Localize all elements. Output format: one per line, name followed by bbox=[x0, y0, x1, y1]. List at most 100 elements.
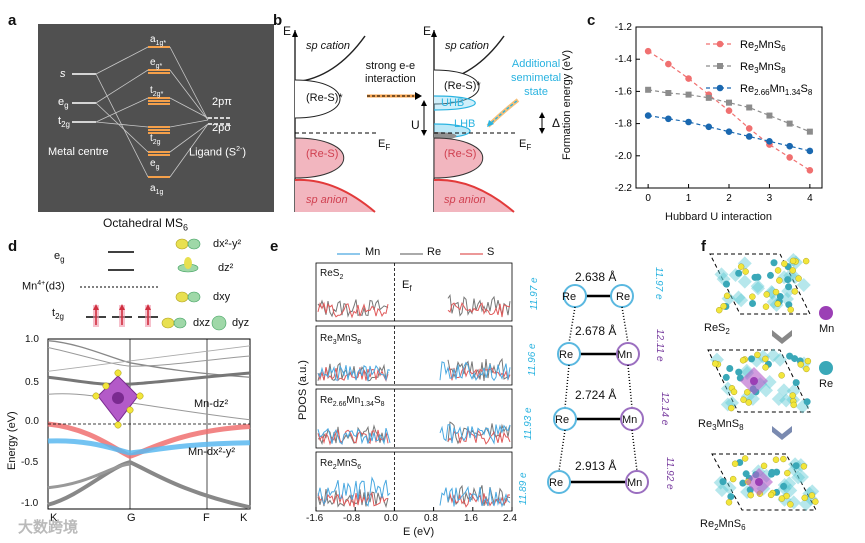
res6-octahedron bbox=[731, 290, 746, 305]
chart-c-ytick-label: -1.8 bbox=[615, 119, 633, 130]
s-atom-icon bbox=[102, 382, 110, 390]
pdos-mn-valence bbox=[317, 364, 391, 382]
re-atom bbox=[742, 470, 750, 478]
re-atom bbox=[722, 280, 730, 288]
uhb-label: UHB bbox=[441, 97, 465, 109]
re-atom bbox=[739, 479, 747, 487]
pdos-s-valence bbox=[317, 367, 389, 382]
compound-res2: ReS2 bbox=[320, 268, 344, 281]
re-atom bbox=[792, 462, 800, 470]
antibonding-band bbox=[433, 69, 480, 105]
data-point-Re3MnS8 bbox=[766, 112, 773, 119]
structure-label-res2: ReS2 bbox=[704, 322, 730, 337]
data-point-Re3MnS8 bbox=[746, 104, 753, 111]
pdos-s-conduction bbox=[447, 429, 511, 445]
s-atom bbox=[790, 401, 797, 409]
atom-right-4: Mn bbox=[627, 477, 643, 489]
chart-c-xtick-label: 4 bbox=[807, 193, 813, 204]
orbital-dyz-label: dyz bbox=[232, 317, 250, 329]
re-atom bbox=[766, 271, 774, 279]
ladder-dotted-line bbox=[631, 429, 638, 472]
ladder-dotted-line bbox=[627, 364, 633, 409]
mo-level-bar bbox=[148, 100, 170, 102]
res6-octahedron bbox=[751, 281, 766, 296]
mo-level-bar bbox=[148, 97, 170, 99]
sp-anion-fill bbox=[295, 179, 375, 212]
data-point-Re3MnS8 bbox=[786, 120, 793, 127]
chart-c-xtick-label: 3 bbox=[767, 193, 773, 204]
atom-right-2: Mn bbox=[617, 349, 633, 361]
res6-octahedron bbox=[791, 470, 806, 485]
level-2ppi-label: 2pπ bbox=[212, 96, 232, 108]
uhb-band bbox=[433, 95, 476, 111]
s-atom bbox=[789, 267, 796, 274]
data-point-Re2MnS6 bbox=[786, 154, 793, 161]
data-point-Re2.66Mn1.34S8 bbox=[766, 138, 773, 145]
structure-label-re2mns6: Re2MnS6 bbox=[700, 518, 746, 533]
pdos-mn-conduction bbox=[439, 361, 511, 382]
energy-axis-label-1: E bbox=[283, 24, 292, 38]
panel-e-label: e bbox=[270, 238, 279, 255]
s-atom bbox=[723, 292, 731, 300]
lhb-label: LHB bbox=[454, 118, 476, 130]
correlation-line bbox=[95, 69, 149, 104]
atom-right-1: Re bbox=[616, 291, 631, 303]
s-atom bbox=[729, 475, 737, 483]
s-atom bbox=[781, 260, 788, 267]
mo-level-bar bbox=[148, 132, 170, 134]
s-atom bbox=[762, 364, 769, 371]
res6-octahedron bbox=[779, 393, 794, 408]
s-atom-icon bbox=[114, 369, 122, 377]
xtick-e-6: 2.4 bbox=[503, 513, 517, 524]
ladder-dotted-line bbox=[568, 306, 576, 344]
s-atom bbox=[797, 361, 804, 368]
res6-octahedron bbox=[750, 279, 765, 294]
s-atom bbox=[800, 463, 808, 470]
sp-cation-label-2: sp cation bbox=[445, 40, 490, 52]
mn-d3-label: Mn4+(d3) bbox=[22, 280, 65, 293]
unit-cell-outline bbox=[707, 349, 811, 413]
s-atom bbox=[812, 498, 819, 505]
s-atom bbox=[747, 491, 754, 499]
s-atom-icon bbox=[114, 421, 122, 429]
orbital-dz2-label: dz² bbox=[218, 262, 234, 274]
pdos-mn-valence bbox=[317, 427, 391, 445]
re-atom bbox=[803, 398, 811, 406]
gray-band bbox=[47, 371, 251, 386]
chart-c-xlabel: Hubbard U interaction bbox=[665, 211, 773, 223]
xtick-d-f: F bbox=[203, 512, 210, 524]
res6-octahedron bbox=[773, 352, 788, 367]
re-atom bbox=[780, 482, 788, 490]
data-point-Re2.66Mn1.34S8 bbox=[705, 123, 713, 131]
orbital-dxy-icon bbox=[187, 291, 201, 303]
semimetal-arrow bbox=[487, 99, 519, 127]
re-atom bbox=[773, 468, 781, 476]
data-point-Re2.66Mn1.34S8 bbox=[745, 133, 753, 140]
res6-octahedron bbox=[771, 392, 786, 407]
panel-c-label: c bbox=[587, 12, 596, 29]
res6-octahedron bbox=[798, 497, 813, 512]
re-atom bbox=[785, 301, 793, 309]
xtick-e-4: 0.8 bbox=[424, 513, 438, 524]
data-point-Re2.66Mn1.34S8 bbox=[665, 115, 672, 123]
re-atom bbox=[727, 493, 735, 501]
gray-band bbox=[47, 347, 251, 367]
pdos-s-conduction bbox=[447, 365, 511, 381]
legend-label-Re3MnS8: Re3MnS8 bbox=[740, 61, 786, 75]
mo-level-bar bbox=[148, 176, 170, 178]
s-atom bbox=[754, 351, 761, 359]
atom-left-2: Re bbox=[559, 349, 574, 361]
re-atom bbox=[749, 299, 757, 307]
fermi-level-label-2: EF bbox=[519, 138, 532, 153]
re-atom bbox=[735, 368, 743, 376]
re-atom bbox=[784, 276, 792, 284]
band-dx2y2-label: Mn-dx²-y² bbox=[188, 446, 236, 458]
level-s-label: s bbox=[60, 68, 66, 80]
res-bonding-label-1: (Re-S) bbox=[306, 148, 339, 160]
s-atom bbox=[744, 389, 751, 396]
metal-centre-label: Metal centre bbox=[48, 146, 109, 158]
s-atom bbox=[745, 399, 752, 406]
mo-level-bar bbox=[148, 72, 170, 74]
re-atom bbox=[792, 379, 800, 387]
legend-label-Re2.66Mn1.34S8: Re2.66Mn1.34S8 bbox=[740, 83, 813, 97]
